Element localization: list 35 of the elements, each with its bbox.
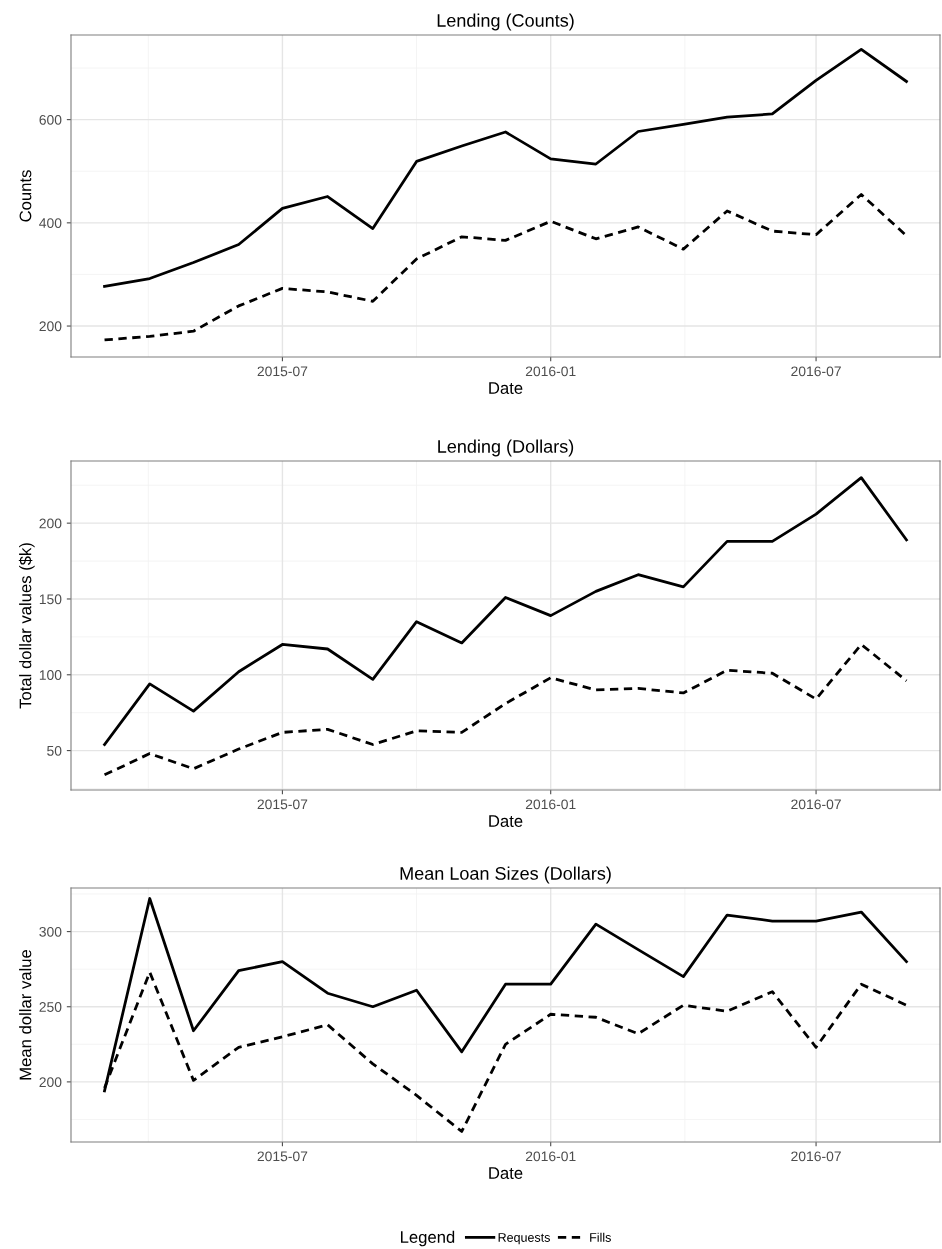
x-tick-label: 2016-07 bbox=[791, 799, 841, 810]
x-axis-title: Date bbox=[489, 1167, 523, 1179]
x-tick-label: 2016-01 bbox=[525, 366, 576, 377]
y-tick-label: 200 bbox=[39, 518, 62, 529]
x-tick-label: 2016-01 bbox=[525, 799, 576, 810]
y-tick-label: 150 bbox=[39, 594, 62, 605]
y-axis-title: Total dollar values ($k) bbox=[18, 543, 35, 709]
legend-label: Fills bbox=[590, 1232, 611, 1242]
line-series bbox=[103, 476, 908, 746]
line-series bbox=[103, 193, 908, 342]
x-tick-label: 2016-07 bbox=[791, 366, 841, 377]
x-tick-label: 2016-01 bbox=[525, 1151, 576, 1162]
legend-title: Legend bbox=[401, 1230, 455, 1247]
x-tick-label: 2016-07 bbox=[791, 1151, 841, 1162]
y-tick-label: 200 bbox=[39, 1077, 62, 1088]
y-tick-label: 200 bbox=[39, 321, 62, 332]
line-series bbox=[103, 643, 908, 777]
x-tick-label: 2015-07 bbox=[257, 1151, 308, 1162]
y-tick-label: 50 bbox=[47, 745, 62, 756]
x-tick-label: 2015-07 bbox=[257, 366, 308, 377]
x-tick-label: 2015-07 bbox=[257, 799, 308, 810]
x-axis-title: Date bbox=[489, 382, 523, 394]
x-axis-title: Date bbox=[489, 815, 523, 827]
y-tick-label: 400 bbox=[39, 218, 62, 228]
y-tick-label: 100 bbox=[39, 670, 62, 680]
chart-title: Lending (Dollars) bbox=[438, 439, 574, 457]
chart-title: Mean Loan Sizes (Dollars) bbox=[400, 866, 611, 884]
y-axis-title: Counts bbox=[19, 170, 32, 222]
legend-label: Requests bbox=[498, 1233, 550, 1245]
chart-title: Lending (Counts) bbox=[437, 13, 574, 31]
y-tick-label: 300 bbox=[39, 926, 62, 937]
line-series bbox=[103, 48, 908, 288]
y-axis-title: Mean dollar value bbox=[19, 949, 32, 1080]
y-tick-label: 250 bbox=[39, 1002, 62, 1012]
y-tick-label: 600 bbox=[39, 114, 62, 125]
